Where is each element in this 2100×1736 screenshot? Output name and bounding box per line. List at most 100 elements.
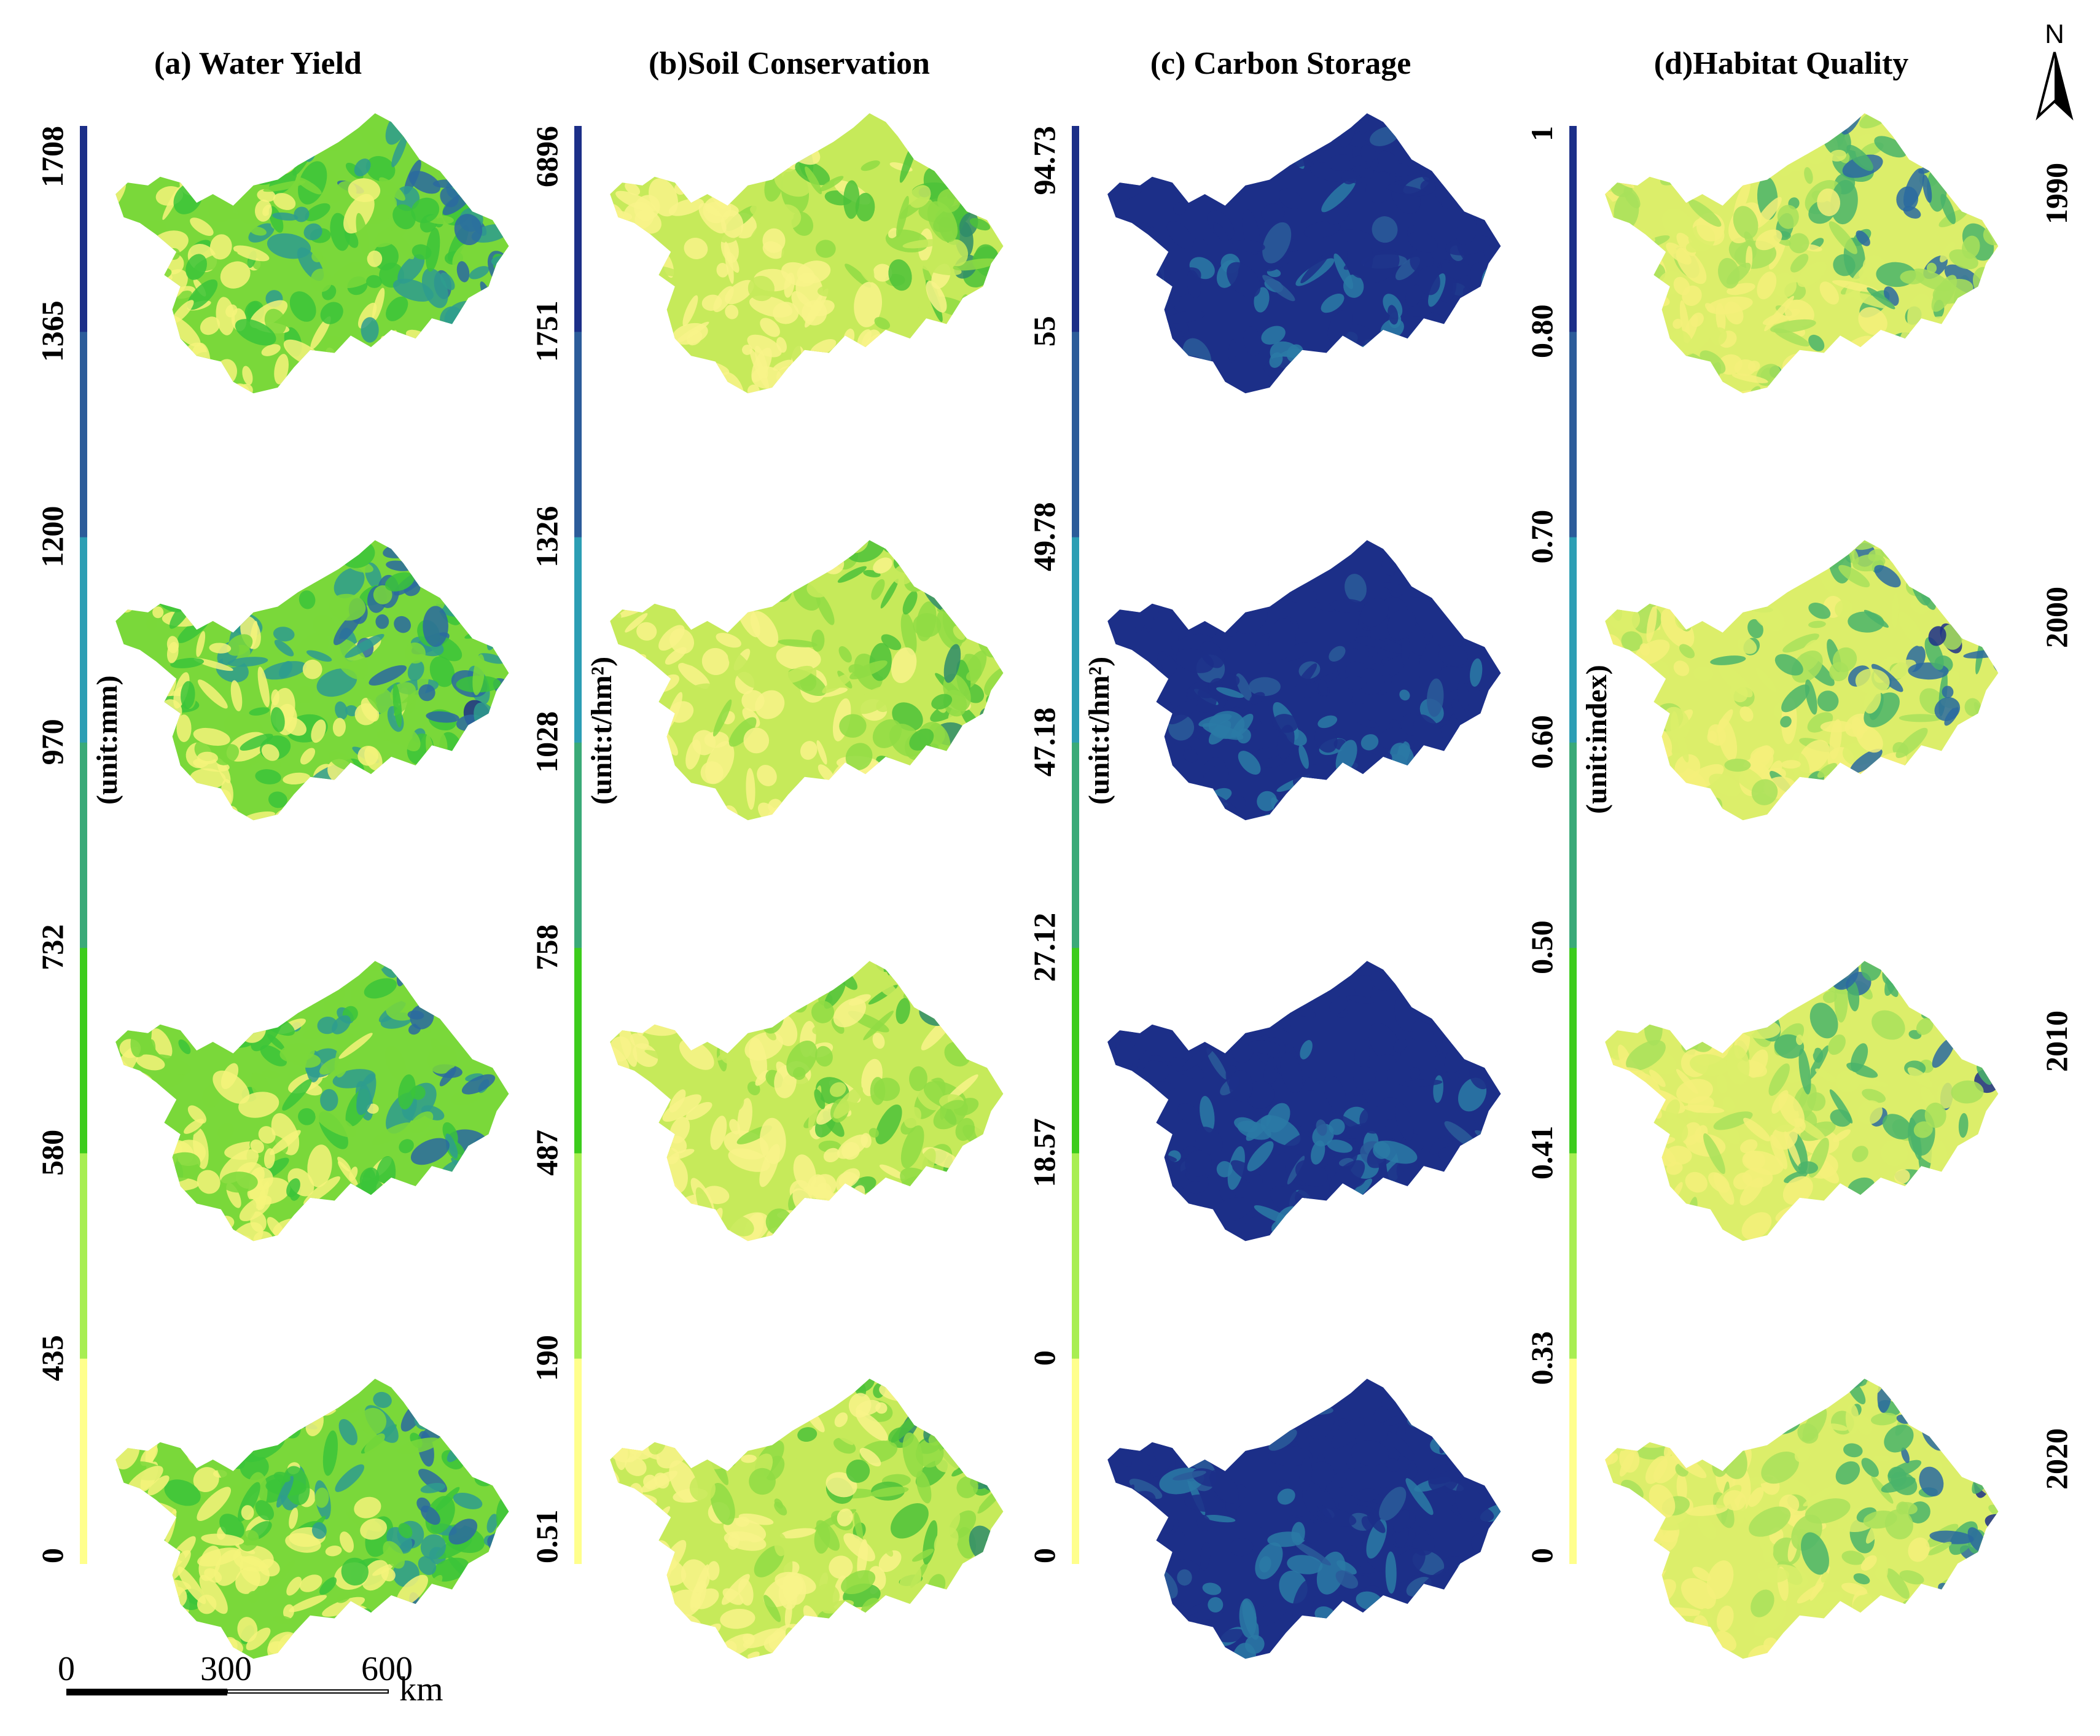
legend-tick-7: 94.73 [1027,126,1061,195]
legend-swatch-1 [1072,1152,1079,1359]
legend-tick-4: 1028 [529,711,564,773]
panel-title-habitat-quality: (d)Habitat Quality [1654,46,1909,81]
legend-tick-7: 1708 [35,126,69,187]
legend-swatch-0 [1569,1358,1577,1564]
legend-swatch-3 [80,741,87,948]
legend-bar-carbon-storage: 0 0 18.57 27.12 47.18 49.78 55 94.73 [1027,126,1079,1564]
legend-swatch-3 [574,741,582,948]
legend-swatch-4 [1072,536,1079,743]
legend-swatch-1 [1569,1152,1577,1359]
legend-tick-2: 18.57 [1027,1118,1061,1187]
scale-tick-600: 600 [361,1650,413,1688]
map-habitat-quality-2000 [1605,540,1999,821]
scale-bar-segment-dark [66,1689,227,1695]
unit-label-soil-conservation: (unit:t/hm²) [585,657,618,805]
legend-swatch-6 [574,126,582,332]
legend-swatch-1 [80,1152,87,1359]
map-carbon-storage-2010 [1107,961,1501,1241]
legend-tick-2: 580 [35,1130,69,1176]
legend-swatch-2 [80,947,87,1154]
scale-bar: 0 300 600 km [58,1650,443,1708]
year-label-2020: 2020 [2039,1428,2074,1490]
legend-bar-habitat-quality: 0 0.33 0.41 0.50 0.60 0.70 0.80 1 [1524,126,1577,1564]
map-carbon-storage-2020 [1107,1378,1501,1659]
legend-tick-1: 0.33 [1524,1331,1559,1385]
legend-tick-0: 0 [1027,1548,1061,1563]
legend-tick-3: 27.12 [1027,913,1061,982]
map-soil-conservation-2000 [610,540,1004,821]
legend-tick-6: 1751 [529,300,564,362]
legend-swatch-2 [574,947,582,1154]
map-water-yield-2010 [115,961,509,1241]
legend-tick-3: 758 [529,925,564,971]
legend-swatch-5 [574,331,582,538]
legend-tick-2: 487 [529,1130,564,1176]
legend-swatch-6 [1569,126,1577,332]
panel-title-soil-conservation: (b)Soil Conservation [649,46,930,81]
legend-tick-5: 1200 [35,506,69,568]
legend-swatch-3 [1072,741,1079,948]
unit-label-water-yield: (unit:mm) [91,675,123,805]
legend-tick-1: 435 [35,1335,69,1381]
legend-tick-4: 47.18 [1027,708,1061,777]
legend-tick-0: 0.51 [529,1510,564,1564]
legend-tick-3: 732 [35,925,69,971]
scale-bar-segment-light [227,1689,389,1694]
scale-unit: km [399,1670,443,1708]
legend-bar-water-yield: 0 435 580 732 970 1200 1365 1708 [35,126,87,1564]
legend-swatch-3 [1569,741,1577,948]
legend-tick-3: 0.50 [1524,920,1559,974]
legend-swatch-4 [574,536,582,743]
legend-tick-5: 0.70 [1524,510,1559,564]
legend-tick-7: 6896 [529,126,564,187]
legend-tick-6: 0.80 [1524,305,1559,359]
scale-tick-300: 300 [200,1650,252,1688]
legend-tick-6: 1365 [35,300,69,362]
legend-tick-2: 0.41 [1524,1126,1559,1180]
legend-tick-0: 0 [35,1548,69,1563]
legend-swatch-0 [574,1358,582,1564]
map-water-yield-1990 [115,113,509,394]
legend-swatch-5 [80,331,87,538]
legend-swatch-1 [574,1152,582,1359]
unit-label-habitat-quality: (unit:index) [1580,665,1613,814]
legend-bar-soil-conservation: 0.51 190 487 758 1028 1326 1751 6896 [529,126,582,1564]
map-habitat-quality-2010 [1605,961,1999,1241]
legend-swatch-0 [1072,1358,1079,1564]
legend-swatch-6 [1072,126,1079,332]
map-carbon-storage-2000 [1107,540,1501,821]
legend-swatch-4 [80,536,87,743]
scale-tick-0: 0 [58,1650,75,1688]
legend-swatch-2 [1072,947,1079,1154]
map-water-yield-2020 [115,1378,509,1659]
map-soil-conservation-2010 [610,961,1004,1241]
legend-tick-5: 49.78 [1027,502,1061,571]
panel-title-water-yield: (a) Water Yield [154,46,362,81]
north-arrow: N [2036,19,2074,121]
legend-tick-4: 0.60 [1524,715,1559,769]
legend-swatch-2 [1569,947,1577,1154]
legend-tick-4: 970 [35,719,69,765]
year-label-2000: 2000 [2039,587,2074,648]
legend-swatch-6 [80,126,87,332]
panel-title-carbon-storage: (c) Carbon Storage [1150,46,1411,81]
legend-tick-6: 55 [1027,316,1061,346]
legend-tick-0: 0 [1524,1548,1559,1563]
legend-tick-5: 1326 [529,506,564,568]
legend-swatch-0 [80,1358,87,1564]
map-soil-conservation-2020 [610,1378,1004,1659]
map-habitat-quality-1990 [1605,113,1999,394]
north-arrow-label: N [2045,19,2064,49]
year-label-2010: 2010 [2039,1011,2074,1072]
unit-label-carbon-storage: (unit:t/hm²) [1083,657,1115,805]
legend-swatch-5 [1072,331,1079,538]
legend-tick-7: 1 [1524,126,1559,141]
year-label-1990: 1990 [2039,163,2074,224]
map-water-yield-2000 [115,540,509,821]
legend-tick-1: 190 [529,1335,564,1381]
legend-swatch-4 [1569,536,1577,743]
map-soil-conservation-1990 [610,113,1004,394]
legend-swatch-5 [1569,331,1577,538]
legend-tick-1: 0 [1027,1350,1061,1366]
